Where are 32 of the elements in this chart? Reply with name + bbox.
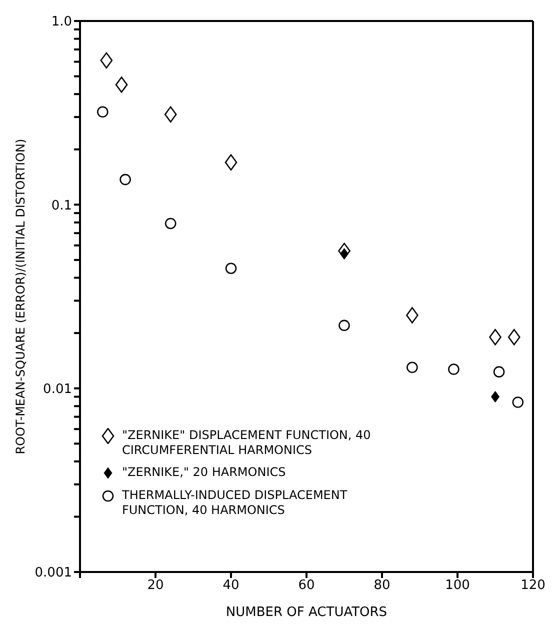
point [120, 174, 131, 186]
point [115, 76, 128, 93]
point [508, 328, 520, 346]
x-tick-label: 40 [222, 578, 240, 594]
x-axis-title: NUMBER OF ACTUATORS [226, 605, 388, 620]
point [164, 218, 176, 230]
point [97, 106, 108, 118]
legend-label: "ZERNIKE" DISPLACEMENT FUNCTION, 40 CIRCUMFERENTIAL HARMONICS [122, 428, 372, 458]
x-tick-label: 100 [445, 578, 470, 594]
point [448, 364, 460, 375]
x-tick-label: 120 [520, 578, 546, 594]
legend-label: THERMALLY-INDUCED DISPLACEMENT FUNCTION, 40 HARMONICS [122, 488, 348, 518]
y-tick-label: 0.01 [43, 382, 72, 397]
point [512, 396, 524, 408]
point [493, 366, 505, 378]
y-tick-label: 1.0 [51, 14, 72, 30]
point [406, 307, 418, 324]
x-tick-label: 80 [374, 578, 390, 594]
point [100, 52, 113, 69]
point [164, 106, 177, 123]
point [224, 154, 238, 170]
x-tick-label: 20 [147, 578, 164, 594]
y-axis-title: ROOT-MEAN-SQUARE (ERROR)/(INITIAL DISTORTION) [13, 138, 28, 454]
y-tick-label: 0.1 [51, 198, 72, 214]
y-tick-label: 0.001 [34, 566, 72, 581]
point [491, 390, 500, 402]
point [225, 262, 237, 274]
x-tick-label: 60 [298, 578, 315, 594]
point [489, 328, 502, 346]
point [338, 320, 350, 332]
point [406, 362, 418, 374]
legend-label: "ZERNIKE," 20 HARMONICS [122, 465, 286, 480]
